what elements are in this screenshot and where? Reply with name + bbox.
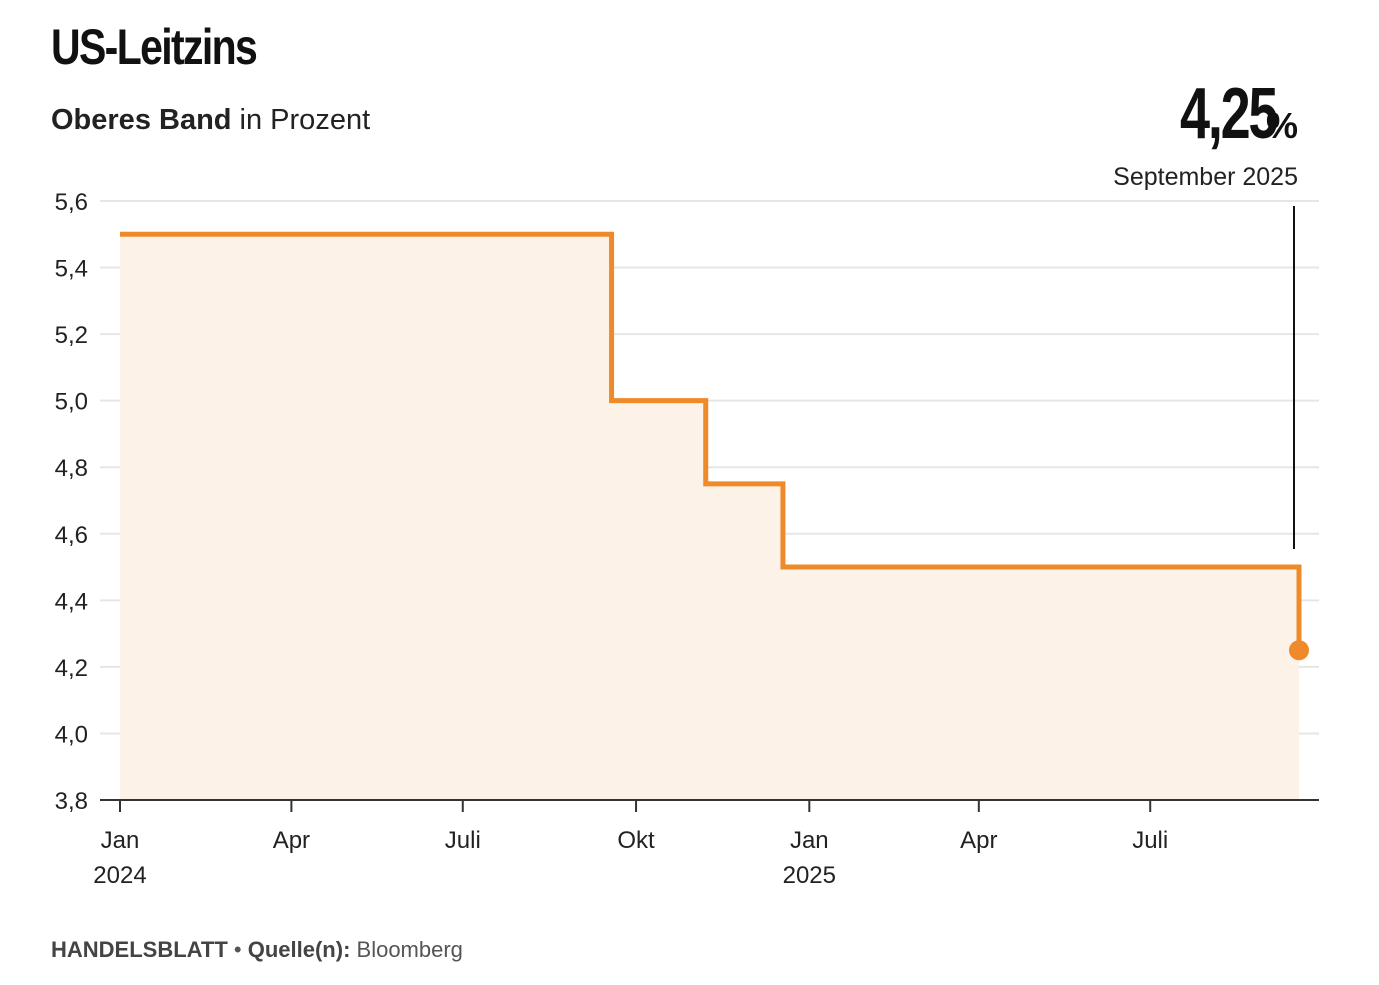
x-axis-ticks: Jan 2024 Apr Juli Okt Jan 2025 Apr Juli <box>93 800 1168 889</box>
y-tick-label: 4,0 <box>55 721 88 748</box>
y-tick-label: 4,4 <box>55 588 88 615</box>
latest-value-callout: 4,25% <box>1148 78 1298 150</box>
x-tick-label: Apr <box>273 827 310 854</box>
chart-subtitle: Oberes Band in Prozent <box>51 104 370 137</box>
y-tick-label: 4,2 <box>55 655 88 682</box>
latest-value-marker <box>1289 640 1309 661</box>
y-axis-ticks: 3,8 4,0 4,2 4,4 4,6 4,8 5,0 5,2 5,4 5,6 <box>55 189 88 815</box>
subtitle-bold: Oberes Band <box>51 104 232 136</box>
y-tick-label: 3,8 <box>55 788 88 815</box>
x-tick-label: Juli <box>445 827 481 854</box>
footer-source-label: Quelle(n): <box>247 937 351 962</box>
footer-separator: • <box>227 937 248 962</box>
y-tick-label: 5,6 <box>55 189 88 216</box>
latest-value-number: 4,25 <box>1179 74 1278 154</box>
x-tick-label: Jan <box>790 827 829 854</box>
x-tick-year: 2024 <box>93 862 146 889</box>
y-tick-label: 4,6 <box>55 522 88 549</box>
y-tick-label: 5,4 <box>55 256 88 283</box>
chart-title: US-Leitzins <box>51 19 258 75</box>
x-tick-label: Okt <box>617 827 655 854</box>
y-tick-label: 5,0 <box>55 389 88 416</box>
rate-step-line <box>120 231 1302 651</box>
y-tick-label: 5,2 <box>55 322 88 349</box>
y-tick-label: 4,8 <box>55 455 88 482</box>
x-tick-year: 2025 <box>783 862 836 889</box>
footer-brand: HANDELSBLATT <box>51 937 228 962</box>
x-tick-label: Apr <box>960 827 997 854</box>
subtitle-rest: in Prozent <box>231 104 371 136</box>
x-tick-label: Jan <box>101 827 140 854</box>
latest-value-unit: % <box>1265 105 1298 146</box>
latest-value-date: September 2025 <box>1113 163 1298 191</box>
area-under-line <box>120 234 1299 800</box>
footer: HANDELSBLATT • Quelle(n): Bloomberg <box>51 937 463 963</box>
x-tick-label: Juli <box>1132 827 1168 854</box>
footer-source: Bloomberg <box>350 937 463 962</box>
